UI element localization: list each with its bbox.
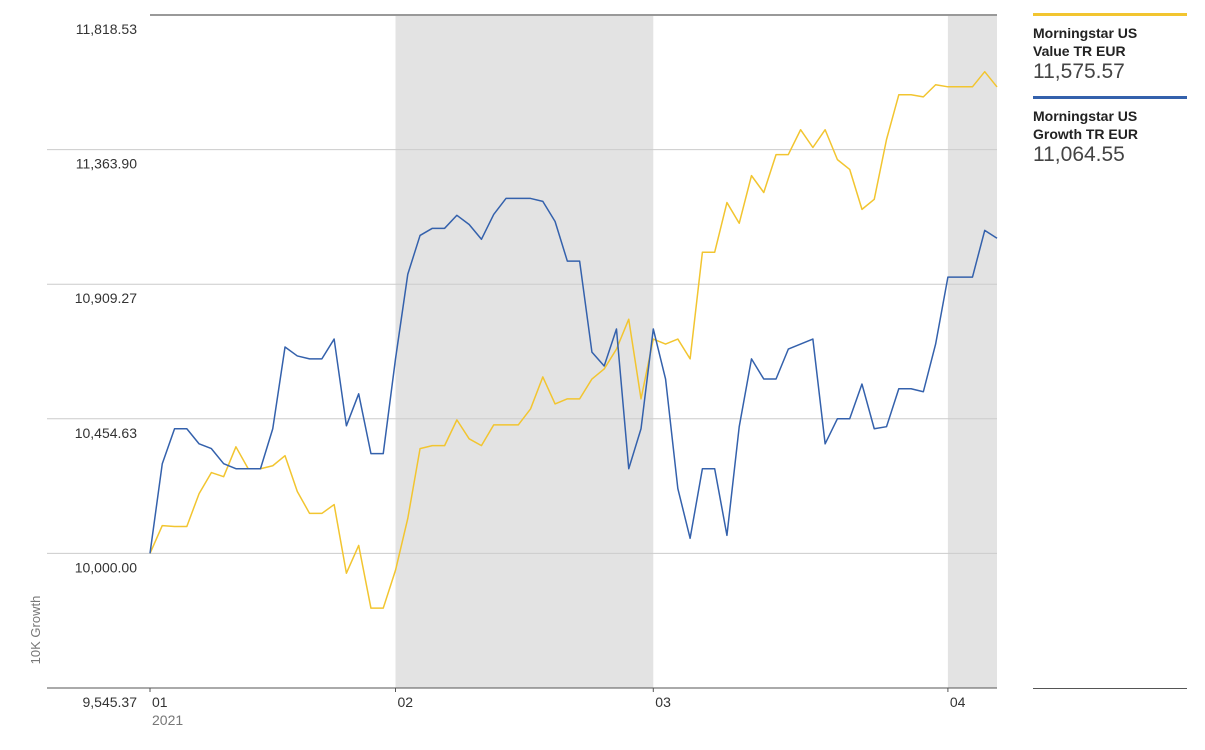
series-line xyxy=(149,197,998,554)
y-tick-label: 11,818.53 xyxy=(76,21,137,37)
y-tick-label: 10,000.00 xyxy=(75,559,137,575)
chart: 10K Growth 9,545.37 10,000.00 10,454.63 10,… xyxy=(28,14,998,728)
legend-label: Morningstar US Value TR EUR xyxy=(1033,25,1138,59)
period-band xyxy=(947,15,997,688)
legend-item: Morningstar US Value TR EUR 11,575.57 xyxy=(1033,13,1187,84)
y-tick-label: 10,909.27 xyxy=(75,290,137,306)
legend-value: 11,575.57 xyxy=(1033,60,1125,83)
series-line xyxy=(149,70,998,609)
x-year-label: 2021 xyxy=(152,712,183,728)
legend-value: 11,064.55 xyxy=(1033,143,1125,166)
period-band xyxy=(395,15,654,688)
x-tick-label: 02 xyxy=(398,694,414,710)
y-axis-title: 10K Growth xyxy=(28,596,43,665)
x-tick-label: 03 xyxy=(655,694,671,710)
legend-baseline xyxy=(1033,688,1187,689)
y-tick-label: 10,454.63 xyxy=(75,425,137,441)
x-tick-label: 01 xyxy=(152,694,168,710)
y-tick-label: 11,363.90 xyxy=(76,156,137,172)
legend: Morningstar US Value TR EUR 11,575.57 Morn… xyxy=(1033,13,1187,179)
x-tick-label: 04 xyxy=(950,694,966,710)
legend-item: Morningstar US Growth TR EUR 11,064.55 xyxy=(1033,96,1187,167)
legend-label: Morningstar US Growth TR EUR xyxy=(1033,108,1138,142)
y-tick-label: 9,545.37 xyxy=(83,694,138,710)
